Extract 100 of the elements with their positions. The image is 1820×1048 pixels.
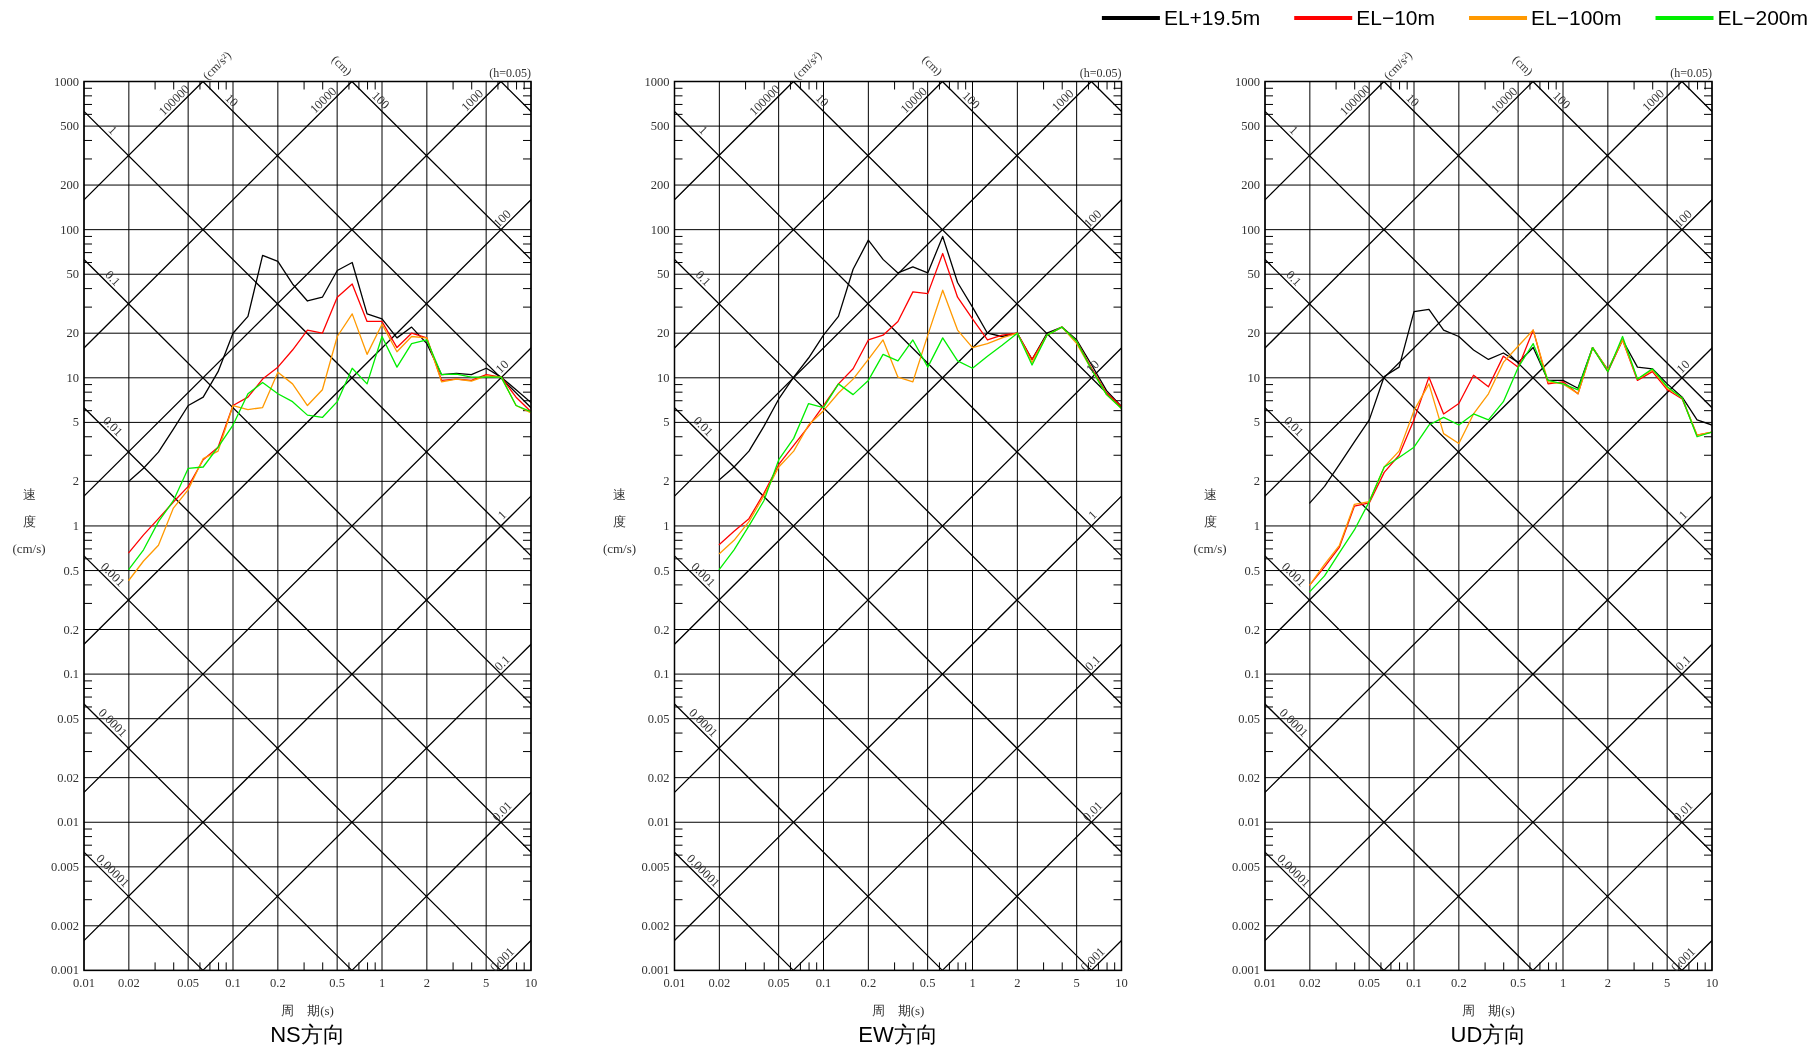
text: (cm) <box>328 52 355 79</box>
annotation: 0.01 <box>100 413 126 440</box>
x-tick-label: 0.1 <box>225 976 241 991</box>
y-tick-label: 0.1 <box>63 667 79 682</box>
x-tick-label: 0.02 <box>117 976 140 991</box>
y-tick-label: 200 <box>650 178 670 193</box>
y-tick-label: 500 <box>60 119 79 134</box>
y-tick-label: 1 <box>1253 518 1260 533</box>
x-axis-title: 周 期(s) <box>1462 1003 1515 1019</box>
y-tick-label: 50 <box>657 267 670 282</box>
x-tick-label: 1 <box>969 976 976 991</box>
annotation: 100 <box>1671 206 1695 231</box>
x-tick-label: 0.5 <box>329 976 345 991</box>
annotation: 10 <box>222 90 242 110</box>
y-tick-label: 0.002 <box>641 918 670 933</box>
annotation: 100 <box>1550 88 1574 112</box>
x-tick-label: 10 <box>1115 976 1128 991</box>
annotation: 1 <box>696 122 711 138</box>
x-axis-title: 周 期(s) <box>871 1003 925 1019</box>
y-tick-label: 1 <box>72 518 79 533</box>
y-tick-label: 0.2 <box>1244 622 1260 637</box>
y-tick-label: 0.005 <box>641 859 670 874</box>
y-tick-label: 500 <box>650 119 670 134</box>
text: UD方向 <box>1450 1022 1527 1048</box>
x-tick-label: 10 <box>1705 976 1719 991</box>
text: NS方向 <box>270 1022 345 1048</box>
legend-label: EL−100m <box>1531 6 1622 29</box>
y-tick-label: 1000 <box>644 74 670 89</box>
y-axis-title: 速度 (cm/s) <box>602 486 637 556</box>
y-tick-label: 5 <box>72 415 79 430</box>
y-tick-label: 100 <box>650 222 670 237</box>
annotation: 0.01 <box>690 413 716 440</box>
y-tick-label: 0.001 <box>50 963 79 978</box>
annotation: 1 <box>105 122 120 138</box>
y-tick-label: 0.005 <box>50 859 79 874</box>
y-tick-label: 0.01 <box>1238 815 1260 830</box>
annotation: 10 <box>1083 357 1103 377</box>
annotation: 0.1 <box>491 652 513 674</box>
x-tick-label: 0.2 <box>860 976 877 991</box>
y-tick-label: 0.02 <box>647 770 670 785</box>
annotation: 0.1 <box>1082 652 1104 674</box>
legend-label: EL+19.5m <box>1163 6 1261 29</box>
annotation: 1 <box>495 507 510 523</box>
y-tick-label: 0.05 <box>1238 711 1260 726</box>
y-tick-label: 2 <box>72 474 79 489</box>
x-tick-label: 0.05 <box>767 976 790 991</box>
x-tick-label: 2 <box>1604 976 1611 991</box>
y-tick-label: 100 <box>60 222 79 237</box>
x-tick-label: 0.05 <box>1358 976 1381 991</box>
x-tick-label: 5 <box>1664 976 1671 991</box>
text: EW方向 <box>858 1022 938 1048</box>
x-tick-label: 0.5 <box>1510 976 1526 991</box>
y-tick-label: 0.02 <box>57 770 79 785</box>
x-tick-label: 0.02 <box>708 976 731 991</box>
y-tick-label: 1 <box>663 518 670 533</box>
x-tick-label: 10 <box>524 976 538 991</box>
y-axis-title: 速度 (cm/s) <box>1193 486 1227 556</box>
y-tick-label: 5 <box>1253 415 1260 430</box>
x-tick-label: 0.2 <box>270 976 286 991</box>
y-tick-label: 20 <box>657 326 670 341</box>
y-tick-label: 0.01 <box>647 815 670 830</box>
y-tick-label: 5 <box>663 415 670 430</box>
y-tick-label: 200 <box>1241 178 1260 193</box>
annotation: 0.01 <box>1281 413 1307 440</box>
legend-label: EL−10m <box>1356 6 1436 29</box>
y-tick-label: 0.001 <box>1231 963 1260 978</box>
text: (h=0.05) <box>1670 65 1712 80</box>
annotation: 100 <box>490 206 514 231</box>
x-tick-label: 1 <box>378 976 386 991</box>
y-tick-label: 0.002 <box>50 918 79 933</box>
y-tick-label: 1000 <box>54 74 79 89</box>
y-tick-label: 50 <box>1247 267 1260 282</box>
text: (h=0.05) <box>1079 65 1122 80</box>
y-tick-label: 0.001 <box>641 963 670 978</box>
annotation: 10 <box>1403 90 1423 110</box>
y-tick-label: 2 <box>663 474 670 489</box>
x-tick-label: 5 <box>1073 976 1080 991</box>
y-tick-label: 0.2 <box>653 622 670 637</box>
y-tick-label: 0.5 <box>63 563 79 578</box>
y-tick-label: 0.1 <box>653 667 670 682</box>
y-tick-label: 0.01 <box>57 815 79 830</box>
y-axis-title: 速度 (cm/s) <box>12 486 46 556</box>
annotation: 0.1 <box>1672 652 1694 674</box>
annotation: 10 <box>492 357 512 377</box>
legend-label: EL−200m <box>1717 6 1808 29</box>
annotation: 1000 <box>1048 86 1077 114</box>
x-tick-label: 1 <box>1559 976 1567 991</box>
annotation: 100 <box>369 88 393 112</box>
annotation: 1 <box>1286 122 1301 138</box>
text: (cm) <box>1509 52 1536 79</box>
annotation: 1000 <box>1639 86 1667 114</box>
y-tick-label: 20 <box>1247 326 1260 341</box>
y-tick-label: 100 <box>1241 222 1260 237</box>
annotation: 0.1 <box>102 267 124 289</box>
y-tick-label: 0.5 <box>1244 563 1260 578</box>
y-tick-label: 50 <box>66 267 79 282</box>
x-tick-label: 2 <box>423 976 430 991</box>
x-tick-label: 0.5 <box>919 976 936 991</box>
x-tick-label: 0.1 <box>815 976 832 991</box>
y-tick-label: 20 <box>66 326 79 341</box>
